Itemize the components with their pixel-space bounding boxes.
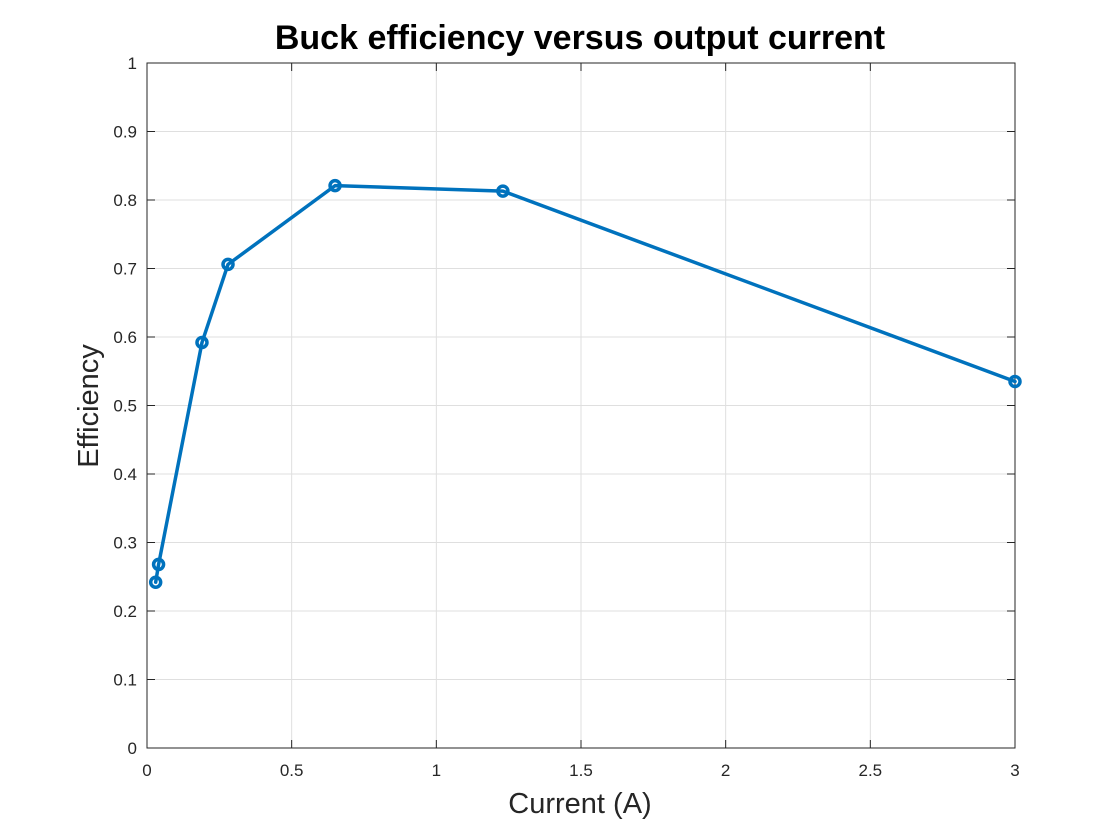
data-point: [195, 335, 209, 350]
x-tick-label: 1: [432, 761, 441, 780]
series-line: [153, 183, 1017, 584]
data-point: [148, 575, 163, 589]
data-point: [328, 178, 342, 193]
y-axis: 0 0.1 0.2 0.3 0.4 0.5 0.6 0.7 0.8 0.9 1: [113, 54, 1015, 758]
y-tick-label: 0.4: [113, 465, 137, 484]
data-point: [1008, 374, 1022, 389]
data-point: [496, 184, 510, 198]
grid-lines: [147, 63, 1015, 748]
plot-area: 0 0.5 1 1.5 2 2.5 3 0 0.1 0.2 0.3 0.4 0.5 0.6 0.7 0.8 0.…: [113, 54, 1022, 780]
y-axis-label: Efficiency: [73, 344, 105, 468]
data-point: [151, 557, 166, 572]
x-tick-label: 3: [1010, 761, 1019, 780]
x-tick-label: 0.5: [280, 761, 304, 780]
x-tick-label: 1.5: [569, 761, 593, 780]
y-tick-label: 0.7: [113, 260, 137, 279]
x-tick-label: 2: [721, 761, 730, 780]
y-tick-label: 0.9: [113, 123, 137, 142]
x-axis-label: Current (A): [508, 788, 651, 820]
data-point: [221, 257, 235, 272]
y-tick-label: 0.6: [113, 328, 137, 347]
series: [148, 178, 1022, 589]
y-tick-label: 1: [128, 54, 137, 73]
y-tick-label: 0.5: [113, 397, 137, 416]
y-tick-label: 0: [128, 739, 137, 758]
x-tick-label: 2.5: [859, 761, 883, 780]
x-tick-label: 0: [142, 761, 151, 780]
chart-title: Buck efficiency versus output current: [275, 19, 885, 57]
y-tick-label: 0.1: [113, 671, 137, 690]
x-axis: 0 0.5 1 1.5 2 2.5 3: [142, 63, 1020, 780]
y-tick-label: 0.2: [113, 602, 137, 621]
y-tick-label: 0.3: [113, 534, 137, 553]
y-tick-label: 0.8: [113, 191, 137, 210]
